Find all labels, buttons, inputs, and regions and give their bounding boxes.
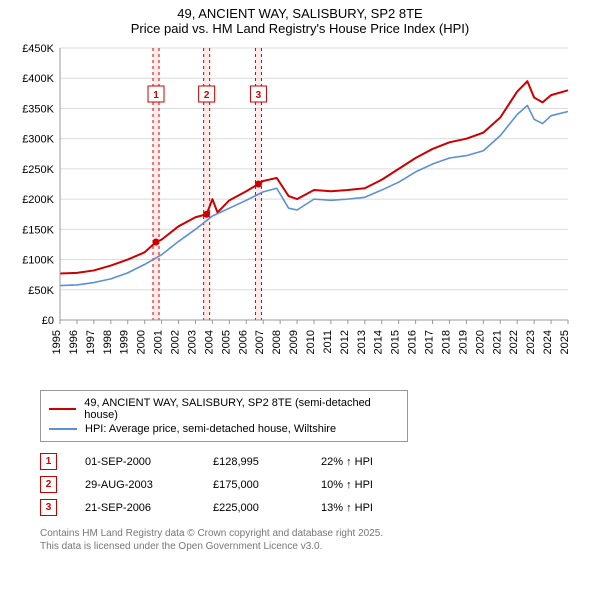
svg-text:2005: 2005 xyxy=(220,330,232,354)
svg-text:1996: 1996 xyxy=(68,330,80,354)
legend-row: HPI: Average price, semi-detached house,… xyxy=(49,422,399,436)
legend-swatch xyxy=(49,428,77,430)
legend-label: 49, ANCIENT WAY, SALISBURY, SP2 8TE (sem… xyxy=(84,397,399,421)
svg-text:2010: 2010 xyxy=(305,330,317,354)
marker-price: £128,995 xyxy=(213,456,293,468)
svg-text:1998: 1998 xyxy=(102,330,114,354)
legend-swatch xyxy=(49,408,76,410)
marker-date: 01-SEP-2000 xyxy=(85,456,185,468)
svg-text:2014: 2014 xyxy=(373,330,385,354)
svg-text:2023: 2023 xyxy=(525,330,537,354)
svg-text:2004: 2004 xyxy=(203,330,215,354)
marker-date: 21-SEP-2006 xyxy=(85,502,185,514)
marker-number-box: 2 xyxy=(40,476,57,493)
svg-text:£250K: £250K xyxy=(22,164,54,176)
line-chart-svg: £0 £50K £100K £150K £200K £250K £300K £350K £400… xyxy=(12,44,572,384)
svg-text:2013: 2013 xyxy=(356,330,368,354)
legend-box: 49, ANCIENT WAY, SALISBURY, SP2 8TE (sem… xyxy=(40,390,408,442)
marker-pct: 22% ↑ HPI xyxy=(321,456,401,468)
svg-text:2006: 2006 xyxy=(237,330,249,354)
svg-text:£400K: £400K xyxy=(22,73,54,85)
svg-text:2011: 2011 xyxy=(322,330,334,354)
svg-text:£300K: £300K xyxy=(22,134,54,146)
svg-text:1: 1 xyxy=(153,90,159,101)
svg-text:1997: 1997 xyxy=(85,330,97,354)
footer-line2: This data is licensed under the Open Gov… xyxy=(40,540,600,553)
svg-text:£50K: £50K xyxy=(28,285,54,297)
svg-text:1999: 1999 xyxy=(119,330,131,354)
svg-text:2018: 2018 xyxy=(440,330,452,354)
marker-table-row: 2 29-AUG-2003 £175,000 10% ↑ HPI xyxy=(40,473,600,496)
marker-date: 29-AUG-2003 xyxy=(85,479,185,491)
svg-text:2022: 2022 xyxy=(508,330,520,354)
svg-text:2021: 2021 xyxy=(491,330,503,354)
svg-text:2008: 2008 xyxy=(271,330,283,354)
svg-text:2000: 2000 xyxy=(136,330,148,354)
svg-text:£150K: £150K xyxy=(22,224,54,236)
svg-text:3: 3 xyxy=(256,90,262,101)
svg-text:2019: 2019 xyxy=(457,330,469,354)
svg-text:£350K: £350K xyxy=(22,103,54,115)
svg-text:£450K: £450K xyxy=(22,44,54,55)
svg-text:2009: 2009 xyxy=(288,330,300,354)
svg-text:2001: 2001 xyxy=(153,330,165,354)
legend-row: 49, ANCIENT WAY, SALISBURY, SP2 8TE (sem… xyxy=(49,396,399,422)
svg-text:2003: 2003 xyxy=(186,330,198,354)
marker-table-row: 1 01-SEP-2000 £128,995 22% ↑ HPI xyxy=(40,450,600,473)
chart-area: £0 £50K £100K £150K £200K £250K £300K £350K £400… xyxy=(12,44,572,384)
title-block: 49, ANCIENT WAY, SALISBURY, SP2 8TE Pric… xyxy=(0,0,600,36)
legend-label: HPI: Average price, semi-detached house,… xyxy=(85,423,336,435)
marker-number-box: 3 xyxy=(40,499,57,516)
svg-text:2017: 2017 xyxy=(424,330,436,354)
svg-text:2: 2 xyxy=(204,90,210,101)
marker-price: £225,000 xyxy=(213,502,293,514)
svg-text:£0: £0 xyxy=(42,315,54,327)
svg-text:2020: 2020 xyxy=(474,330,486,354)
svg-text:2015: 2015 xyxy=(390,330,402,354)
title-address: 49, ANCIENT WAY, SALISBURY, SP2 8TE xyxy=(0,6,600,21)
svg-text:2025: 2025 xyxy=(559,330,571,354)
svg-text:£100K: £100K xyxy=(22,255,54,267)
marker-table-row: 3 21-SEP-2006 £225,000 13% ↑ HPI xyxy=(40,496,600,519)
svg-text:1995: 1995 xyxy=(51,330,63,354)
marker-number-box: 1 xyxy=(40,453,57,470)
svg-text:2012: 2012 xyxy=(339,330,351,354)
svg-text:2007: 2007 xyxy=(254,330,266,354)
svg-text:2024: 2024 xyxy=(542,330,554,354)
footer-line1: Contains HM Land Registry data © Crown c… xyxy=(40,527,600,540)
footer-note: Contains HM Land Registry data © Crown c… xyxy=(40,527,600,553)
title-subtitle: Price paid vs. HM Land Registry's House … xyxy=(0,21,600,36)
marker-table: 1 01-SEP-2000 £128,995 22% ↑ HPI 2 29-AUG-200… xyxy=(40,450,600,519)
marker-pct: 10% ↑ HPI xyxy=(321,479,401,491)
svg-text:2016: 2016 xyxy=(407,330,419,354)
svg-text:2002: 2002 xyxy=(170,330,182,354)
svg-text:£200K: £200K xyxy=(22,194,54,206)
chart-container: 49, ANCIENT WAY, SALISBURY, SP2 8TE Pric… xyxy=(0,0,600,553)
marker-pct: 13% ↑ HPI xyxy=(321,502,401,514)
marker-price: £175,000 xyxy=(213,479,293,491)
